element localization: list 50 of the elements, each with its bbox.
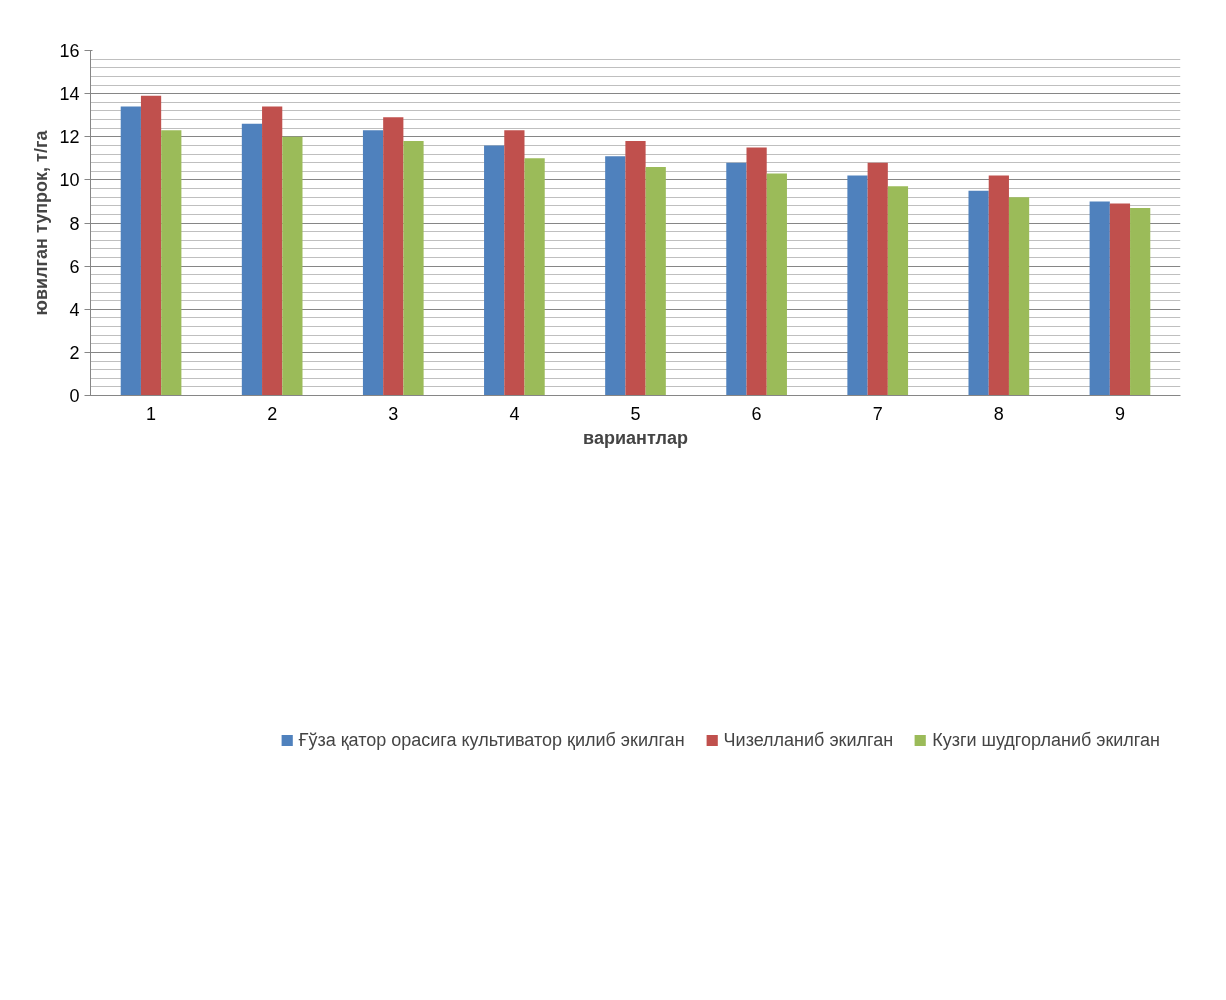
x-tick-label: 5 bbox=[630, 403, 641, 424]
x-axis-title: вариантлар bbox=[583, 427, 688, 448]
bar bbox=[988, 175, 1009, 396]
bar bbox=[1130, 207, 1151, 396]
bar bbox=[282, 136, 303, 396]
y-tick-label: 8 bbox=[69, 213, 80, 234]
y-tick-label: 4 bbox=[69, 299, 80, 320]
y-axis-title: ювилган тупрок, т/га bbox=[31, 129, 52, 316]
bar bbox=[968, 190, 989, 396]
bar bbox=[1109, 203, 1131, 396]
legend-label: Чизелланиб экилган bbox=[723, 729, 894, 751]
y-tick-label: 16 bbox=[59, 41, 80, 61]
x-tick-label: 1 bbox=[146, 403, 157, 424]
bar bbox=[362, 130, 384, 396]
bar bbox=[1089, 201, 1110, 396]
bar bbox=[161, 130, 182, 396]
bar bbox=[403, 141, 424, 396]
legend-label: Кузги шудгорланиб экилган bbox=[932, 729, 1160, 751]
bar bbox=[625, 141, 646, 396]
x-tick-label: 6 bbox=[751, 403, 762, 424]
x-tick-label: 3 bbox=[388, 403, 399, 424]
bar bbox=[504, 130, 525, 396]
y-tick-label: 14 bbox=[59, 84, 80, 105]
bar bbox=[726, 162, 747, 396]
y-tick-label: 6 bbox=[69, 256, 80, 277]
bar bbox=[867, 162, 888, 396]
bar bbox=[887, 186, 909, 396]
y-tick-label: 0 bbox=[69, 386, 80, 406]
x-tick-label: 8 bbox=[993, 403, 1004, 424]
y-tick-label: 2 bbox=[69, 342, 80, 363]
x-tick-label: 9 bbox=[1114, 403, 1125, 424]
y-tick-label: 10 bbox=[59, 170, 80, 191]
bar bbox=[746, 147, 767, 396]
x-tick-label: 4 bbox=[509, 403, 520, 424]
bar bbox=[1008, 197, 1030, 396]
y-tick-label: 12 bbox=[59, 127, 80, 148]
bar bbox=[140, 95, 162, 396]
bar bbox=[383, 117, 404, 396]
bar bbox=[241, 123, 263, 396]
bar bbox=[605, 156, 626, 396]
bar bbox=[645, 166, 666, 396]
x-tick-label: 2 bbox=[267, 403, 278, 424]
bar bbox=[120, 106, 141, 396]
bar bbox=[766, 173, 787, 396]
bar bbox=[524, 158, 545, 396]
legend-label: Ғўза қатор орасига культиватор қилиб экилган bbox=[298, 729, 685, 751]
bar bbox=[262, 106, 283, 396]
x-tick-label: 7 bbox=[872, 403, 883, 424]
bar bbox=[484, 145, 505, 396]
bar bbox=[847, 175, 868, 396]
